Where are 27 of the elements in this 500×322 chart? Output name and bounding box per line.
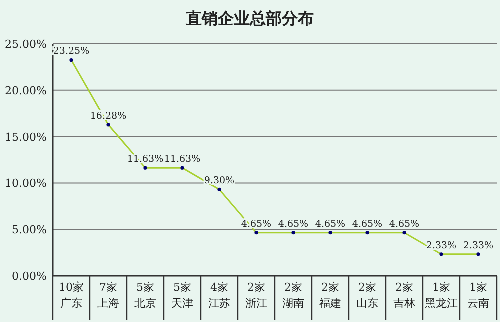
x-tick-label: 5家天津 [172, 281, 194, 310]
x-tick-label: 5家北京 [134, 281, 156, 310]
x-tick-label: 10家广东 [59, 281, 84, 310]
y-tick-label: 25.00% [5, 38, 47, 51]
data-label: 4.65% [389, 218, 420, 230]
data-label: 2.33% [463, 240, 494, 252]
chart-title: 直销企业总部分布 [185, 9, 314, 28]
y-tick-label: 20.00% [5, 84, 47, 98]
x-tick-label: 2家福建 [320, 281, 342, 310]
data-label: 11.63% [164, 154, 201, 166]
data-label: 4.65% [315, 218, 346, 230]
data-label: 2.33% [426, 240, 457, 252]
data-label: 4.65% [278, 218, 309, 230]
data-label: 23.25% [53, 46, 90, 58]
x-tick-label: 1家云南 [468, 281, 490, 310]
x-tick-label: 2家浙江 [246, 281, 268, 310]
y-tick-label: 0.00% [12, 270, 47, 283]
y-tick-label: 10.00% [5, 177, 47, 190]
y-tick-label: 5.00% [12, 224, 47, 237]
data-label: 4.65% [352, 218, 383, 230]
x-tick-label: 2家吉林 [394, 281, 416, 310]
x-tick-label: 4家江苏 [208, 281, 230, 310]
y-tick-label: 15.00% [5, 130, 47, 144]
x-tick-label: 7家上海 [98, 281, 120, 310]
x-tick-label: 1家黑龙江 [425, 281, 458, 310]
x-tick-label: 2家山东 [356, 281, 378, 310]
x-tick-label: 2家湖南 [282, 281, 304, 310]
